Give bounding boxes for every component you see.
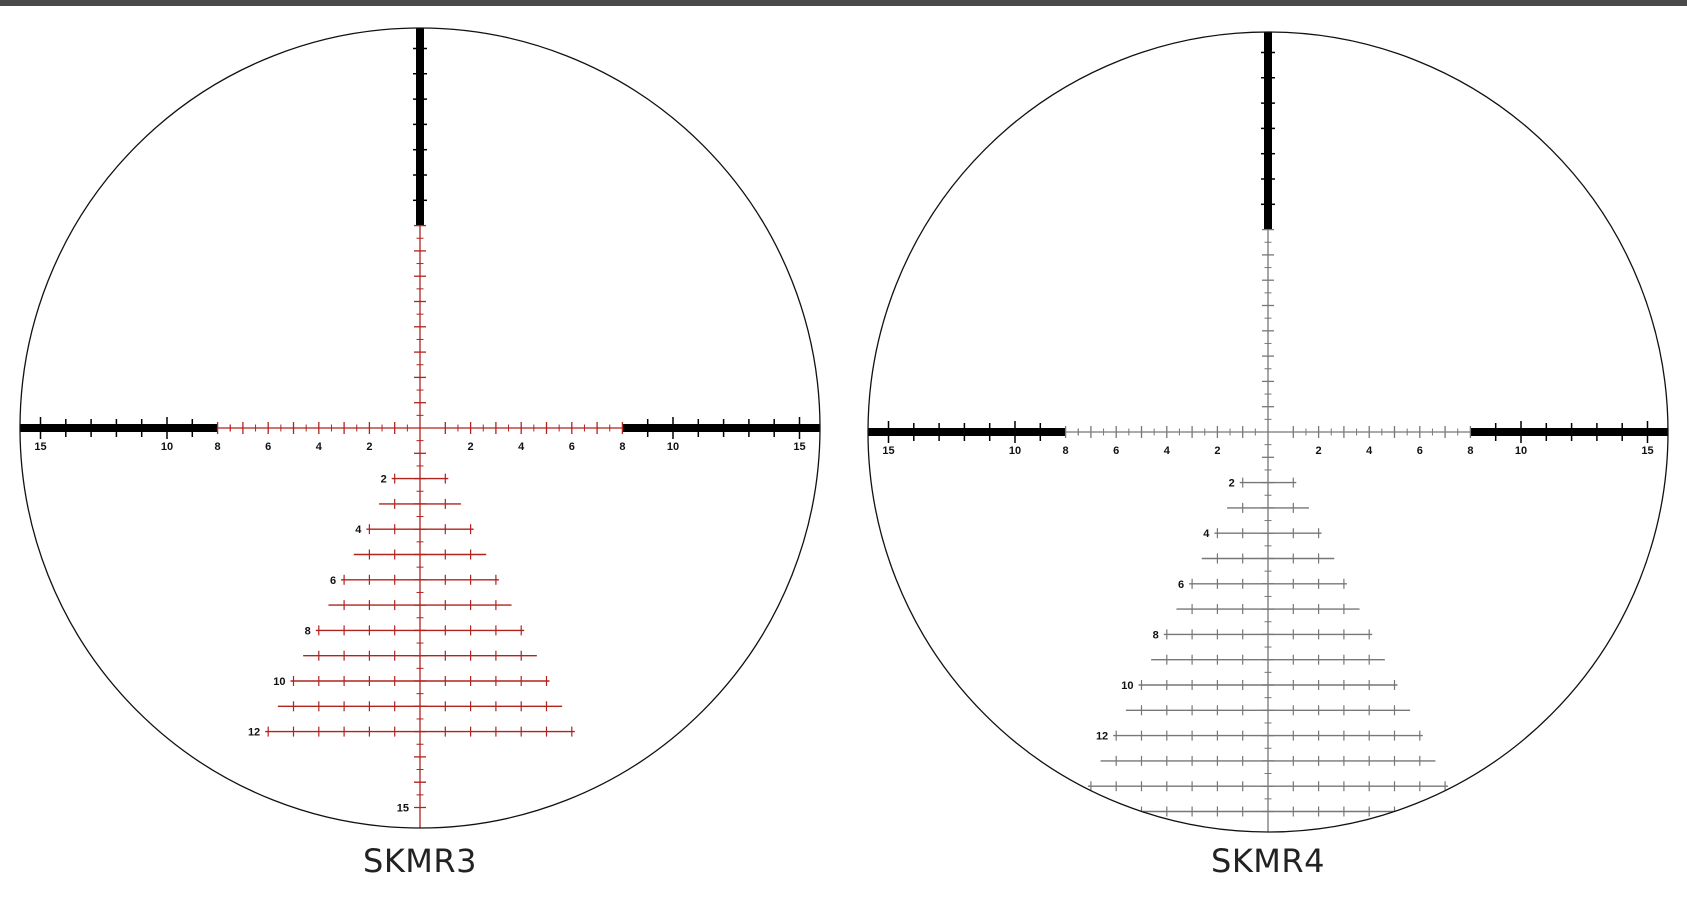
skmr3-clipped: 15 10 8 6 4 2 2 4 6 8 10 15 2 4 6 8 10 12 15 — [20, 28, 820, 828]
reticle-skmr3: 15 10 8 6 4 2 2 4 6 8 10 15 2 4 6 8 10 12 15 — [19, 27, 821, 829]
vertical-hold-label: 2 — [381, 474, 387, 486]
vertical-hold-label: 12 — [1096, 731, 1108, 743]
horizontal-hold-label: 2 — [1316, 445, 1322, 457]
horizontal-hold-label: 15 — [34, 441, 46, 453]
top-bar — [0, 0, 1687, 6]
horizontal-hold-label: 15 — [793, 441, 805, 453]
right-thick-post — [622, 424, 820, 432]
reticle-outline — [19, 27, 821, 829]
horizontal-hold-label: 8 — [1063, 445, 1069, 457]
horizontal-hold-label: 15 — [882, 445, 894, 457]
horizontal-hold-label: 4 — [316, 441, 323, 453]
reticle-skmr4: 15 10 8 6 4 2 2 4 6 8 10 15 2 4 6 8 10 12 — [867, 31, 1669, 833]
horizontal-hold-label: 6 — [265, 441, 271, 453]
horizontal-hold-label: 8 — [1467, 445, 1473, 457]
vertical-hold-label: 8 — [1153, 629, 1159, 641]
vertical-hold-label: 12 — [248, 727, 260, 739]
horizontal-hold-label: 6 — [569, 441, 575, 453]
horizontal-hold-label: 10 — [1515, 445, 1527, 457]
horizontal-hold-label: 4 — [1164, 445, 1171, 457]
reticle-outline — [867, 31, 1669, 833]
horizontal-hold-label: 15 — [1641, 445, 1653, 457]
horizontal-hold-label: 2 — [468, 441, 474, 453]
right-thick-post — [1470, 428, 1668, 436]
left-thick-post — [20, 424, 218, 432]
top-thick-post — [416, 28, 424, 226]
vertical-hold-label: 15 — [397, 803, 409, 815]
horizontal-hold-label: 6 — [1417, 445, 1423, 457]
horizontal-hold-label: 10 — [1009, 445, 1021, 457]
vertical-hold-label: 2 — [1229, 478, 1235, 490]
horizontal-hold-label: 2 — [1214, 445, 1220, 457]
horizontal-hold-label: 6 — [1113, 445, 1119, 457]
left-thick-post — [868, 428, 1066, 436]
horizontal-hold-label: 10 — [161, 441, 173, 453]
skmr4-clipped: 15 10 8 6 4 2 2 4 6 8 10 15 2 4 6 8 10 12 — [868, 32, 1668, 832]
top-thick-post — [1264, 32, 1272, 230]
vertical-hold-label: 6 — [330, 575, 336, 587]
reticle-title-skmr4: SKMR4 — [1211, 842, 1325, 880]
horizontal-hold-label: 4 — [1366, 445, 1373, 457]
vertical-hold-label: 10 — [1121, 680, 1133, 692]
horizontal-hold-label: 10 — [667, 441, 679, 453]
reticle-title-skmr3: SKMR3 — [363, 842, 477, 880]
vertical-hold-label: 4 — [355, 524, 362, 536]
horizontal-hold-label: 2 — [366, 441, 372, 453]
vertical-hold-label: 8 — [305, 625, 311, 637]
vertical-hold-label: 4 — [1203, 528, 1210, 540]
vertical-hold-label: 10 — [273, 676, 285, 688]
horizontal-hold-label: 4 — [518, 441, 525, 453]
horizontal-hold-label: 8 — [215, 441, 221, 453]
horizontal-hold-label: 8 — [619, 441, 625, 453]
vertical-hold-label: 6 — [1178, 579, 1184, 591]
